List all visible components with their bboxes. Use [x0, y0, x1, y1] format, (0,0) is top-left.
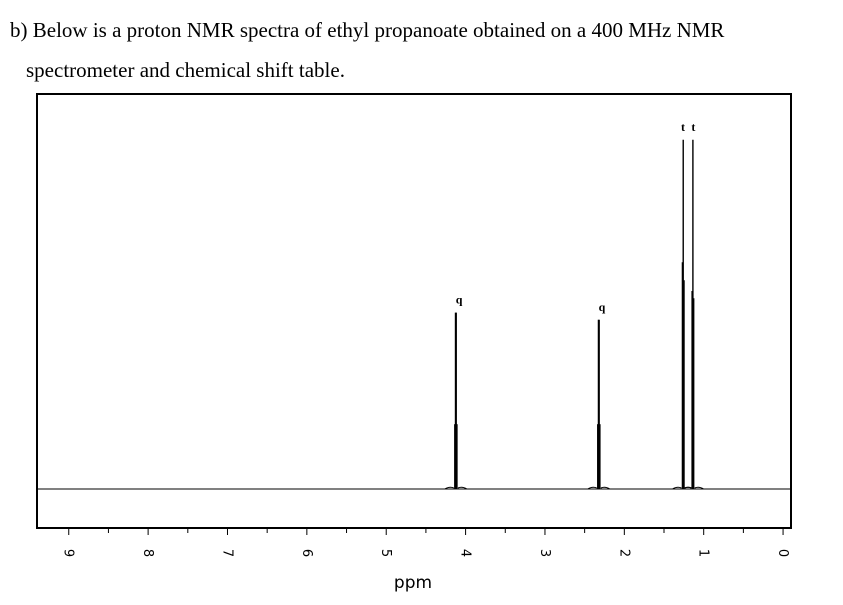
peak-multiplicity-label: q [456, 293, 463, 307]
peak-multiplicity-label: t [681, 120, 685, 134]
peak-quartet [587, 319, 611, 490]
tick-label: 4 [458, 549, 473, 557]
peak-quartet [444, 312, 468, 490]
peak-triplet [672, 139, 695, 490]
tick-label: 8 [140, 549, 155, 557]
question-line-1: b) Below is a proton NMR spectra of ethy… [10, 18, 725, 42]
tick-label: 9 [61, 549, 76, 557]
peak-baseline-wobble [587, 486, 611, 490]
spectrum-peaks [444, 139, 704, 490]
x-axis-tick-labels: 9 8 7 6 5 4 3 2 1 0 [61, 549, 790, 557]
plot-frame [36, 93, 792, 529]
peak-labels: q q t t [456, 120, 696, 314]
peak-multiplicity-label: q [599, 300, 606, 314]
tick-label: 7 [219, 549, 234, 557]
question-text: b) Below is a proton NMR spectra of ethy… [10, 10, 830, 90]
peak-multiplicity-label: t [691, 120, 695, 134]
peak-triplet [681, 139, 704, 490]
x-axis-title: ppm [394, 573, 432, 593]
tick-label: 2 [616, 549, 631, 557]
tick-label: 5 [378, 549, 393, 557]
question-line-2: spectrometer and chemical shift table. [26, 58, 345, 82]
peak-baseline-wobble [444, 486, 468, 490]
tick-label: 0 [775, 549, 790, 557]
tick-label: 6 [299, 549, 314, 557]
peak-baseline-wobble [681, 486, 704, 490]
x-axis-ticks [68, 528, 784, 535]
tick-label: 3 [537, 549, 552, 557]
tick-label: 1 [696, 549, 711, 557]
